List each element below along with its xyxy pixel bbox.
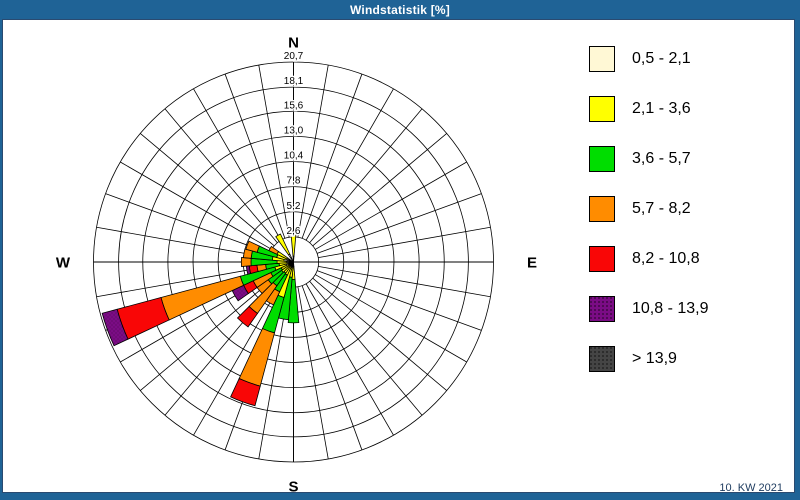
wind-rose-bar-segment xyxy=(230,377,261,407)
legend-swatch xyxy=(589,95,615,122)
legend-label: 10,8 - 13,9 xyxy=(632,299,709,317)
radial-tick-label: 2,6 xyxy=(287,226,301,237)
legend: 0,5 - 2,1 2,1 - 3,6 3,6 - 5,7 5,7 - 8,2 8,2 … xyxy=(589,45,789,396)
compass-label-north: N xyxy=(288,34,299,52)
footer-date: 10. KW 2021 xyxy=(719,482,783,494)
wind-rose-bar-segment xyxy=(240,257,252,267)
legend-item: 5,7 - 8,2 xyxy=(589,195,789,222)
legend-swatch xyxy=(589,145,615,172)
radial-tick-label: 13,0 xyxy=(284,125,304,136)
legend-label: 8,2 - 10,8 xyxy=(632,249,700,267)
radial-tick-label: 10,4 xyxy=(284,151,304,162)
radial-tick-label: 18,1 xyxy=(284,76,304,87)
legend-item: 8,2 - 10,8 xyxy=(589,245,789,272)
legend-swatch xyxy=(589,195,615,222)
legend-item: > 13,9 xyxy=(589,345,789,372)
wind-rose-bar-segment xyxy=(236,305,259,328)
legend-swatch xyxy=(589,45,615,72)
radial-tick-label: 15,6 xyxy=(284,100,304,111)
title-bar: Windstatistik [%] xyxy=(0,0,800,19)
wind-rose-chart: 2,6 5,2 7,8 10,4 13,0 15,6 18,1 20,7 xyxy=(93,50,494,463)
wind-rose-bar-segment xyxy=(101,308,129,347)
legend-label: 5,7 - 8,2 xyxy=(632,199,691,217)
legend-label: > 13,9 xyxy=(632,349,677,367)
window-title: Windstatistik [%] xyxy=(350,2,450,17)
legend-item: 0,5 - 2,1 xyxy=(589,45,789,72)
wind-rose-bar-segment xyxy=(290,230,297,257)
legend-label: 2,1 - 3,6 xyxy=(632,99,691,117)
legend-label: 3,6 - 5,7 xyxy=(632,149,691,167)
compass-label-west: W xyxy=(55,254,71,272)
legend-item: 3,6 - 5,7 xyxy=(589,145,789,172)
radial-tick-label: 7,8 xyxy=(287,176,301,187)
compass-label-south: S xyxy=(288,478,299,496)
legend-swatch xyxy=(589,245,615,272)
legend-item: 10,8 - 13,9 xyxy=(589,295,789,322)
legend-item: 2,1 - 3,6 xyxy=(589,95,789,122)
wind-rose-bar-segment xyxy=(245,240,260,253)
wind-rose-bar-segment xyxy=(238,328,275,387)
legend-swatch xyxy=(589,345,615,372)
chart-panel: 2,6 5,2 7,8 10,4 13,0 15,6 18,1 20,7 N S W E 0,… xyxy=(2,19,795,496)
legend-label: 0,5 - 2,1 xyxy=(632,49,691,67)
wind-rose-bar-segment xyxy=(268,245,280,255)
radial-tick-label: 5,2 xyxy=(287,201,301,212)
wind-rose-bar-segment xyxy=(275,233,291,256)
legend-swatch xyxy=(589,295,615,322)
radial-tick-label: 20,7 xyxy=(284,51,304,62)
compass-label-east: E xyxy=(526,254,538,272)
